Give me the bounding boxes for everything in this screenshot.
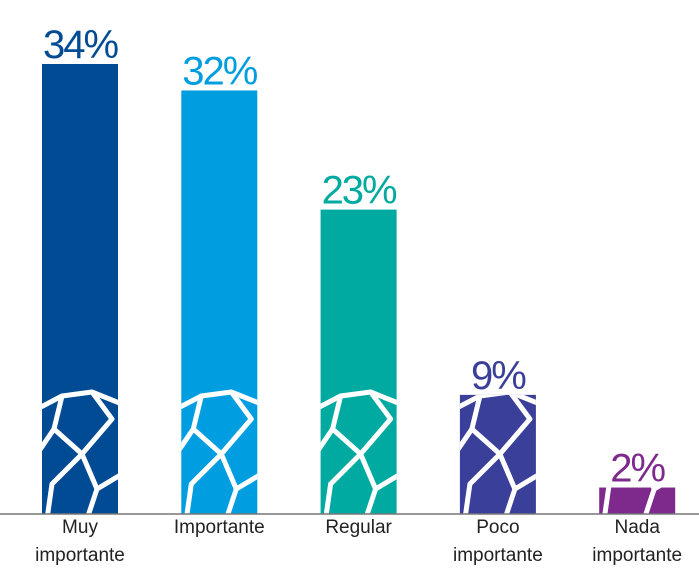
mosaic-line <box>42 389 118 410</box>
mosaic-line <box>594 392 679 409</box>
mosaic-line <box>459 427 474 452</box>
mosaic-line <box>611 392 669 454</box>
mosaic-line <box>459 394 536 410</box>
x-tick-label: Poco importante <box>453 517 543 566</box>
mosaic-line <box>320 389 397 410</box>
bar <box>42 64 118 514</box>
bar <box>181 90 258 515</box>
x-tick-label: Regular <box>325 517 392 538</box>
mosaic-line <box>45 452 84 514</box>
mosaic-line <box>594 429 611 454</box>
mosaic-line <box>503 488 518 514</box>
value-label: 34% <box>43 23 118 67</box>
value-label: 23% <box>322 169 397 213</box>
mosaic-line <box>463 452 502 514</box>
mosaic <box>459 394 536 514</box>
mosaic-line <box>184 452 224 515</box>
x-tick-label: Muy importante <box>35 517 125 566</box>
mosaic <box>320 389 397 515</box>
value-label: 9% <box>471 354 526 398</box>
mosaic-line <box>181 389 258 410</box>
bar <box>320 209 397 514</box>
mosaic-line <box>86 488 100 514</box>
mosaic-line <box>323 452 363 515</box>
value-label: 32% <box>182 49 257 93</box>
mosaic <box>42 389 118 514</box>
x-tick-label: Importante <box>173 517 265 538</box>
bar <box>599 487 676 514</box>
value-label: 2% <box>610 447 665 491</box>
x-tick-label: Nada importante <box>592 517 683 566</box>
mosaic-line <box>42 427 57 452</box>
mosaic-line <box>320 427 335 452</box>
mosaic-line <box>181 427 196 452</box>
mosaic-line <box>602 487 612 515</box>
